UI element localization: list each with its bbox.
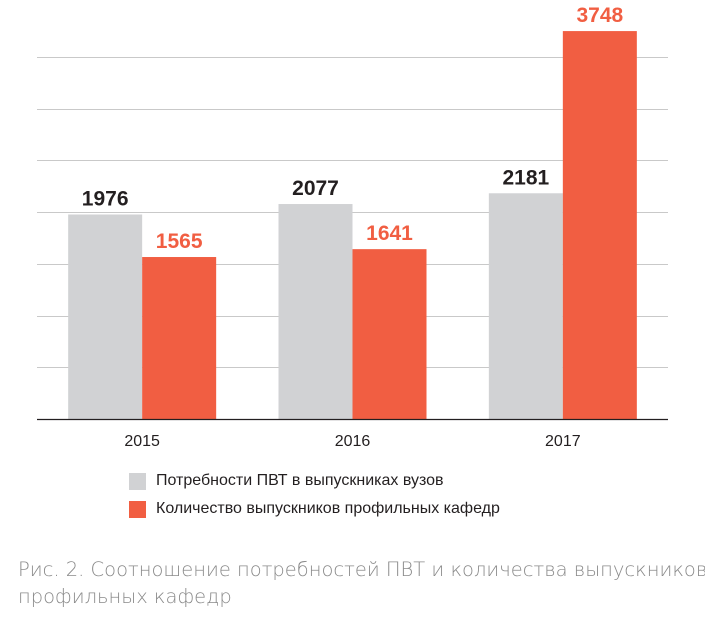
data-label: 2181 (502, 166, 549, 189)
legend-label-graduates: Количество выпускников профильных кафедр (156, 500, 500, 517)
x-tick-label: 2016 (335, 433, 371, 450)
bar-0 (488, 193, 563, 419)
data-label: 1976 (82, 187, 129, 210)
bar-1 (142, 257, 217, 419)
data-label: 2077 (292, 177, 339, 200)
data-label: 3748 (576, 4, 623, 27)
legend-swatch-demand (129, 472, 146, 490)
legend-label-demand: Потребности ПВТ в выпускниках вузов (156, 472, 444, 489)
bar-1 (352, 249, 427, 419)
legend-item-demand: Потребности ПВТ в выпускниках вузов (129, 470, 500, 492)
legend-item-graduates: Количество выпускников профильных кафедр (129, 498, 500, 520)
legend: Потребности ПВТ в выпускниках вузов Коли… (129, 470, 500, 526)
legend-swatch-graduates (129, 500, 146, 518)
data-label: 1641 (366, 222, 413, 245)
x-tick-label: 2017 (545, 433, 581, 450)
x-tick-label: 2015 (124, 433, 160, 450)
caption-line-1: Рис. 2. Соотношение потребностей ПВТ и к… (18, 558, 705, 581)
figure-caption: Рис. 2. Соотношение потребностей ПВТ и к… (18, 556, 705, 610)
bar-1 (562, 31, 637, 419)
bar-0 (278, 204, 353, 419)
bar-chart: 1976 1565 2015 2077 1641 2016 2181 3748 2017 (37, 4, 668, 450)
caption-line-2: профильных кафедр (18, 585, 232, 608)
bar-0 (68, 214, 143, 419)
data-label: 1565 (156, 230, 203, 253)
